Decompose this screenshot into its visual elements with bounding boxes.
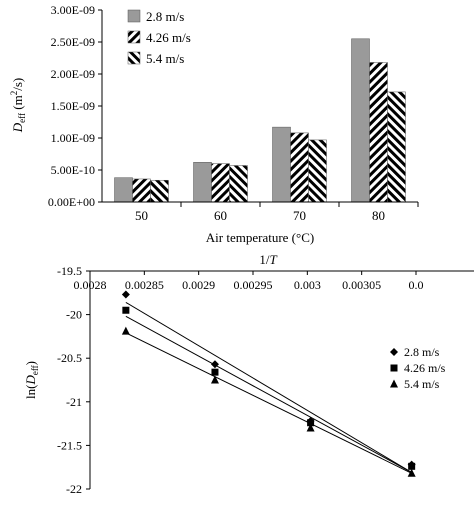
bar-xtick-label: 80 (372, 208, 385, 223)
bar-chart: Deff (m2/s) 0.00E+00 5.00E-10 1.00E-09 1.50… (9, 3, 419, 245)
bar-ytick-label: 1.50E-09 (51, 99, 95, 113)
scatter-ylabel: ln(Deff) (23, 361, 40, 399)
scatter-legend-label: 5.4 m/s (404, 377, 440, 391)
bar-legend-swatch (127, 51, 141, 65)
bar-xtick-label: 50 (135, 208, 148, 223)
bar (114, 177, 133, 203)
bar-xlabel: Air temperature (°C) (206, 230, 314, 245)
scatter-legend-marker (390, 379, 398, 388)
scatter-ytick-label: -22 (66, 482, 82, 496)
scatter-ytick-label: -20.5 (57, 351, 82, 365)
scatter-ytick-label: -21 (66, 395, 82, 409)
scatter-legend-marker (390, 364, 398, 372)
bar-ylabel: Deff (m2/s) (9, 78, 27, 133)
bar-ytick-label: 1.00E-09 (51, 131, 95, 145)
scatter-ytick-label: -19.5 (57, 264, 82, 278)
scatter-legend-marker (390, 348, 398, 356)
bar (132, 178, 151, 203)
bar (150, 179, 169, 203)
bar-legend-label: 5.4 m/s (146, 51, 184, 66)
bar-legend-label: 2.8 m/s (146, 9, 184, 24)
scatter-xtick-label: 0.00295 (234, 278, 273, 292)
scatter-title: 1/T (259, 252, 277, 267)
bar (308, 139, 327, 203)
scatter-legend-label: 4.26 m/s (404, 361, 446, 375)
bar-legend-swatch (127, 30, 141, 44)
trend-line (125, 301, 412, 473)
scatter-point (306, 423, 315, 432)
scatter-chart: 1/T ln(Deff) 0.0028 0.00285 0.0029 0.00295 0… (23, 252, 474, 496)
scatter-xtick-label: 0.00305 (342, 278, 381, 292)
scatter-point (121, 326, 130, 335)
scatter-xtick-label: 0.0 (409, 278, 424, 292)
scatter-xtick-label: 0.00285 (125, 278, 164, 292)
scatter-point (121, 290, 130, 299)
bar (290, 132, 309, 203)
scatter-ytick-label: -20 (66, 308, 82, 322)
scatter-point (407, 468, 416, 477)
bar-xtick-label: 70 (293, 208, 306, 223)
scatter-point (210, 375, 219, 384)
bar-ytick-label: 2.00E-09 (51, 67, 95, 81)
bar (351, 38, 370, 203)
bar-ytick-label: 0.00E+00 (48, 195, 95, 209)
bar (193, 162, 212, 203)
bar (229, 165, 248, 203)
bar-ytick-label: 3.00E-09 (51, 3, 95, 17)
scatter-ytick-label: -21.5 (57, 438, 82, 452)
scatter-point (122, 306, 130, 314)
bar-legend-swatch (127, 9, 141, 23)
scatter-xtick-label: 0.0028 (74, 278, 107, 292)
scatter-xtick-label: 0.003 (294, 278, 321, 292)
scatter-point (307, 419, 315, 427)
scatter-legend-label: 2.8 m/s (404, 345, 440, 359)
bar-xtick-label: 60 (214, 208, 227, 223)
trend-line (125, 315, 412, 473)
scatter-point (408, 462, 416, 470)
bar (387, 91, 406, 203)
trend-line (125, 332, 412, 474)
bar (369, 62, 388, 203)
bar-ytick-label: 5.00E-10 (51, 163, 95, 177)
bar (272, 126, 291, 203)
bar-legend-label: 4.26 m/s (146, 30, 191, 45)
scatter-point (210, 360, 219, 369)
scatter-point (211, 368, 219, 376)
bar (211, 163, 230, 203)
scatter-xtick-label: 0.0029 (182, 278, 215, 292)
bar-ytick-label: 2.50E-09 (51, 35, 95, 49)
